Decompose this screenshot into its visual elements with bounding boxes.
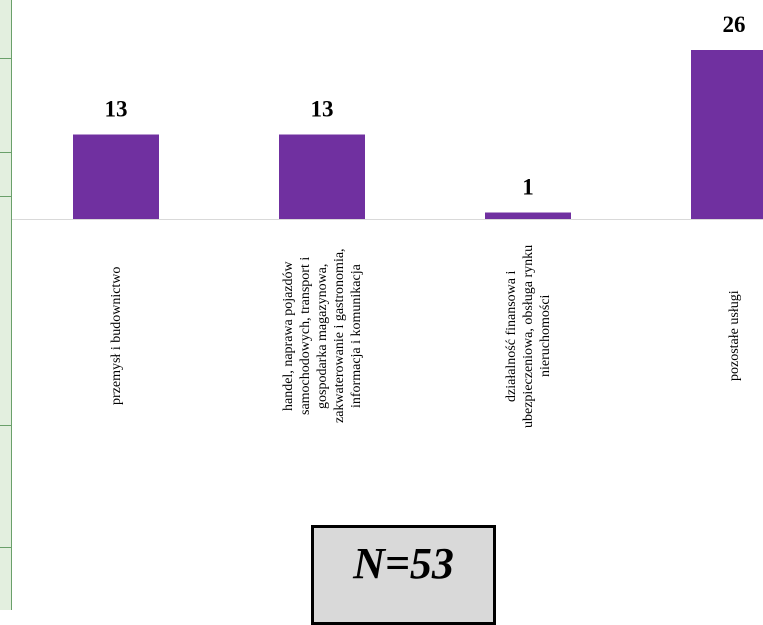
strip-divider (0, 425, 12, 426)
bar-chart: 13 13 1 26 (12, 12, 763, 220)
category-label-4: pozostałe usługi (726, 290, 742, 382)
value-label-3: 1 (522, 175, 534, 200)
strip-divider (0, 58, 12, 59)
category-label-2: handel, naprawa pojazdów samochodowych, … (280, 248, 364, 424)
category-label-1: przemysł i budownictwo (108, 266, 124, 406)
bar-2 (279, 134, 365, 219)
strip-divider (0, 547, 12, 548)
sample-size-box: N=53 (311, 525, 496, 625)
left-strip-border (0, 0, 12, 610)
value-label-2: 13 (311, 97, 334, 122)
category-label-3: działalność finansowa i ubezpieczeniowa,… (503, 244, 553, 428)
value-label-4: 26 (723, 12, 746, 37)
bar-3 (485, 212, 571, 219)
sample-size-label: N=53 (353, 539, 454, 588)
bar-4 (691, 50, 763, 219)
bar-1 (73, 134, 159, 219)
strip-divider (0, 152, 12, 153)
value-label-1: 13 (105, 97, 128, 122)
strip-divider (0, 196, 12, 197)
